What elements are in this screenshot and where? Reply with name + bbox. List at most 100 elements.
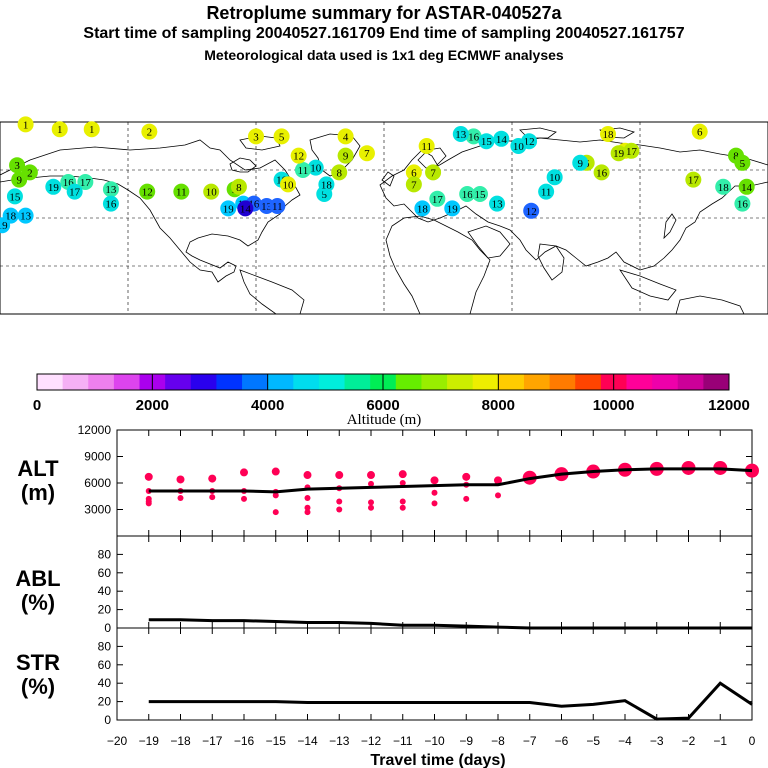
- cluster-point: [272, 492, 279, 499]
- colorbar-segment: [575, 374, 602, 390]
- colorbar-segment: [703, 374, 730, 390]
- map-age-blob: [572, 154, 589, 171]
- panel-frame: [116, 535, 753, 629]
- abl-label-top: ABL: [15, 566, 60, 591]
- altitude-colorbar: 0 2000 4000 6000 8000 10000 12000: [33, 373, 750, 414]
- map-age-marker: 16: [102, 195, 119, 212]
- map-age-label: 9: [578, 158, 584, 170]
- map-age-marker: 11: [269, 198, 286, 214]
- map-age-marker: 18: [414, 200, 431, 217]
- colorbar-tick-label: 8000: [482, 397, 515, 414]
- map-age-label: 10: [513, 141, 525, 153]
- colorbar-segment: [190, 374, 217, 390]
- x-tick-label: 0: [749, 734, 756, 748]
- y-tick-label: 80: [98, 639, 112, 653]
- map-age-marker: 9: [572, 154, 589, 171]
- map-gridlines: [0, 122, 768, 314]
- cluster-point: [368, 480, 374, 487]
- x-tick-label: −5: [586, 734, 600, 748]
- y-tick-label: 9000: [84, 450, 111, 464]
- world-map: 1112354666181613151412101197810101157671…: [0, 116, 768, 315]
- map-age-blob: [51, 121, 68, 138]
- map-age-marker: 8: [331, 164, 348, 181]
- map-age-label: 17: [80, 177, 92, 189]
- map-age-marker: 9: [337, 147, 354, 164]
- y-tick-label: 3000: [84, 503, 111, 517]
- map-age-marker: 6: [691, 123, 708, 140]
- map-age-marker: 17: [623, 142, 640, 159]
- map-age-label: 17: [432, 194, 444, 206]
- map-age-label: 2: [147, 127, 153, 139]
- cluster-point: [336, 506, 343, 513]
- map-age-blob: [546, 169, 563, 186]
- map-age-label: 16: [468, 131, 480, 143]
- map-age-label: 18: [321, 179, 333, 191]
- x-tick-label: −9: [459, 734, 473, 748]
- map-age-blob: [425, 164, 442, 181]
- colorbar-segment: [421, 374, 448, 390]
- map-age-marker: 13: [17, 207, 34, 224]
- map-age-blob: [102, 181, 119, 198]
- colorbar-segment: [472, 374, 499, 390]
- map-age-blob: [290, 147, 307, 164]
- map-age-blob: [280, 176, 296, 193]
- x-tick-label: −7: [523, 734, 537, 748]
- map-age-marker: 13: [102, 181, 119, 198]
- cluster-point: [431, 489, 438, 496]
- map-age-blob: [734, 195, 751, 212]
- map-age-blob: [465, 128, 482, 145]
- map-age-marker: 11: [294, 162, 311, 178]
- map-age-blob: [220, 200, 237, 217]
- str-label-bottom: (%): [21, 674, 55, 699]
- map-age-label: 3: [253, 131, 259, 143]
- x-tick-label: −16: [234, 734, 255, 748]
- map-age-label: 13: [492, 199, 504, 211]
- cluster-point: [463, 495, 470, 502]
- map-age-label: 5: [279, 131, 285, 143]
- cluster-point: [335, 471, 344, 480]
- map-age-label: 1: [57, 124, 63, 136]
- map-age-marker: 16: [465, 128, 482, 145]
- cluster-point: [431, 500, 438, 507]
- map-age-marker: 7: [425, 164, 442, 181]
- cluster-point: [304, 495, 311, 502]
- x-tick-label: −1: [713, 734, 727, 748]
- map-age-label: 11: [421, 141, 432, 153]
- map-age-marker: 15: [6, 188, 23, 205]
- map-age-blob: [358, 145, 375, 162]
- map-age-label: 16: [737, 199, 749, 211]
- map-age-label: 18: [718, 182, 730, 194]
- colorbar-segment: [652, 374, 679, 390]
- map-age-marker: 13: [489, 195, 506, 212]
- map-age-label: 12: [526, 206, 537, 218]
- x-axis-label: Travel time (days): [370, 752, 505, 768]
- map-age-label: 15: [481, 136, 493, 148]
- map-age-label: 19: [613, 148, 625, 160]
- map-age-label: 18: [417, 203, 429, 215]
- map-age-label: 2: [27, 167, 33, 179]
- map-age-blob: [6, 188, 23, 205]
- cluster-point: [241, 495, 247, 502]
- colorbar-label: Altitude (m): [347, 412, 422, 428]
- map-age-marker: 11: [173, 183, 190, 200]
- cluster-point: [177, 495, 184, 502]
- map-age-label: 17: [626, 146, 638, 158]
- map-age-label: 14: [741, 182, 753, 194]
- map-age-label: 11: [272, 201, 283, 213]
- x-tick-label: −17: [202, 734, 223, 748]
- map-age-label: 19: [447, 203, 459, 215]
- cluster-point: [398, 470, 407, 479]
- colorbar-segment: [447, 374, 474, 390]
- colorbar-segment: [318, 374, 346, 390]
- x-tick-label: −18: [170, 734, 191, 748]
- map-age-marker: 17: [685, 171, 702, 188]
- map-age-label: 14: [496, 134, 508, 146]
- map-age-label: 5: [322, 189, 328, 201]
- map-age-marker: 14: [493, 130, 510, 147]
- map-age-marker: 11: [418, 138, 435, 154]
- colorbar-tick-label: 6000: [366, 397, 399, 414]
- map-age-blob: [444, 200, 461, 217]
- colorbar-segment: [216, 374, 243, 390]
- map-age-marker: 12: [290, 147, 307, 164]
